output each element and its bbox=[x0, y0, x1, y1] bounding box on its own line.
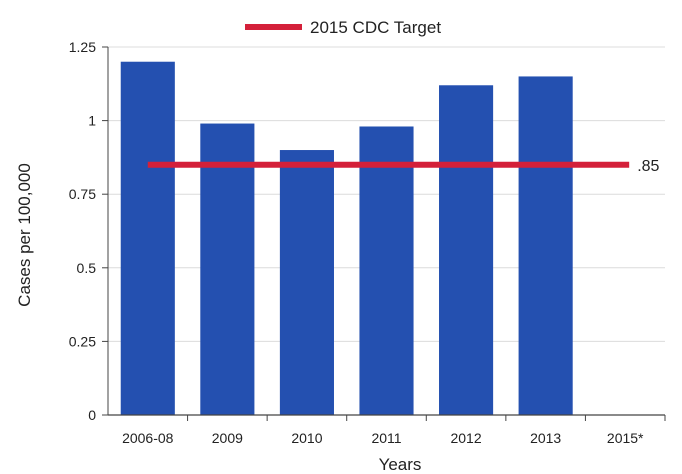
target-line-group: .85 bbox=[147, 158, 660, 175]
y-tick-label: 0.5 bbox=[77, 260, 97, 276]
y-tick-label: 1 bbox=[88, 113, 96, 129]
legend: 2015 CDC Target bbox=[245, 18, 441, 37]
x-tick-label: 2009 bbox=[212, 430, 243, 446]
target-value-label: .85 bbox=[637, 158, 659, 175]
bar bbox=[200, 123, 255, 415]
y-tick-label: 1.25 bbox=[69, 39, 96, 55]
x-tick-label: 2011 bbox=[371, 430, 401, 446]
bars bbox=[120, 61, 573, 416]
x-tick-label: 2012 bbox=[450, 430, 481, 446]
y-tick-label: 0 bbox=[88, 407, 96, 423]
x-tick-label: 2006-08 bbox=[122, 430, 174, 446]
y-axis-title: Cases per 100,000 bbox=[15, 163, 34, 307]
bar bbox=[439, 85, 494, 415]
bar bbox=[279, 150, 334, 416]
y-tick-label: 0.75 bbox=[69, 186, 96, 202]
axes: 0 0.25 0.5 0.75 1 1.25 2006-08 2009 2010 2011 2012… bbox=[69, 39, 666, 446]
legend-label-target: 2015 CDC Target bbox=[310, 18, 441, 37]
x-tick-label: 2010 bbox=[291, 430, 322, 446]
bar bbox=[359, 126, 414, 415]
bar bbox=[518, 76, 573, 415]
y-tick-label: 0.25 bbox=[69, 333, 96, 349]
x-axis-title: Years bbox=[379, 455, 422, 474]
x-tick-label: 2013 bbox=[530, 430, 561, 446]
x-tick-label: 2015* bbox=[607, 430, 644, 446]
bar bbox=[120, 61, 175, 415]
